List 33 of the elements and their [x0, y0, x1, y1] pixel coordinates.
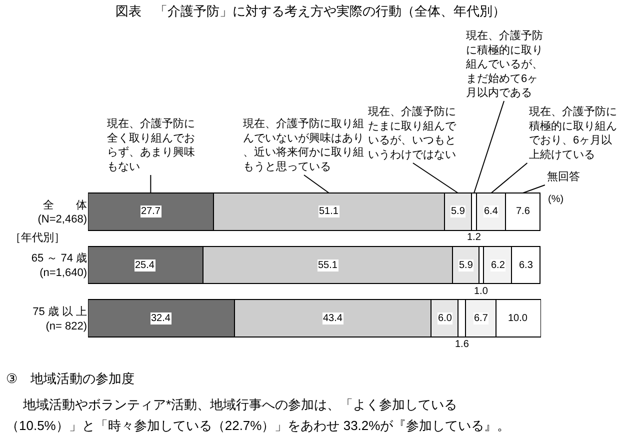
y-tick-label: 全 体 (N=2,468) [38, 199, 87, 226]
data-label: 32.4 [151, 313, 171, 324]
text: 現在、介護予防に積極的に取り組んでいるが、まだ始めて6ヶ月以内である [465, 29, 543, 100]
data-label: 6.2 [491, 260, 506, 271]
text: ③ 地域活動の参加度 [6, 371, 135, 386]
data-label: 5.9 [459, 260, 474, 271]
data-label: 6.7 [474, 313, 488, 324]
text: (%) [548, 194, 564, 205]
data-label: 5.9 [451, 206, 466, 217]
data-label: 10.0 [508, 313, 528, 324]
data-label: 6.0 [438, 313, 452, 324]
text: 地域活動やボランティア*活動、地域行事への参加は、「よく参加している [22, 397, 458, 412]
y-tick-label: 65 ～ 74 歳 (n=1,640) [31, 252, 87, 279]
data-label: 1.2 [467, 232, 482, 243]
series-label: 現在、介護予防に全く取り組んでおらず、あまり興味もない [107, 117, 195, 173]
data-label: 7.6 [516, 206, 530, 217]
text: 現在、介護予防にたまに取り組んでいるが、いつもというわけではない [368, 105, 457, 161]
series-label: 無回答 [547, 171, 580, 183]
data-label: 27.7 [141, 206, 161, 217]
series-label: 現在、介護予防に取り組んでいないが興味はあり、近い将来何かに取り組もうと思っている [243, 117, 364, 173]
text: ［年代別］ [10, 232, 65, 244]
data-label: 6.3 [519, 260, 534, 271]
text: （10.5%）」と「時々参加している（22.7%）」をあわせ 33.2%が『参加している』。 [6, 418, 510, 433]
data-label: 43.4 [323, 313, 343, 324]
data-label: 51.1 [319, 206, 339, 217]
data-label: 6.4 [484, 206, 498, 217]
data-label: 1.0 [474, 286, 488, 297]
data-label: 25.4 [135, 260, 155, 271]
y-tick-label: 75 歳 以 上 (n= 822) [32, 305, 87, 332]
chart-title: 図表 「介護予防」に対する考え方や実際の行動（全体、年代別） [116, 4, 506, 19]
data-label: 1.6 [455, 339, 470, 350]
data-label: 55.1 [318, 260, 338, 271]
text: 現在、介護予防に積極的に取り組んでおり、6ヶ月以上続けている [529, 105, 617, 161]
